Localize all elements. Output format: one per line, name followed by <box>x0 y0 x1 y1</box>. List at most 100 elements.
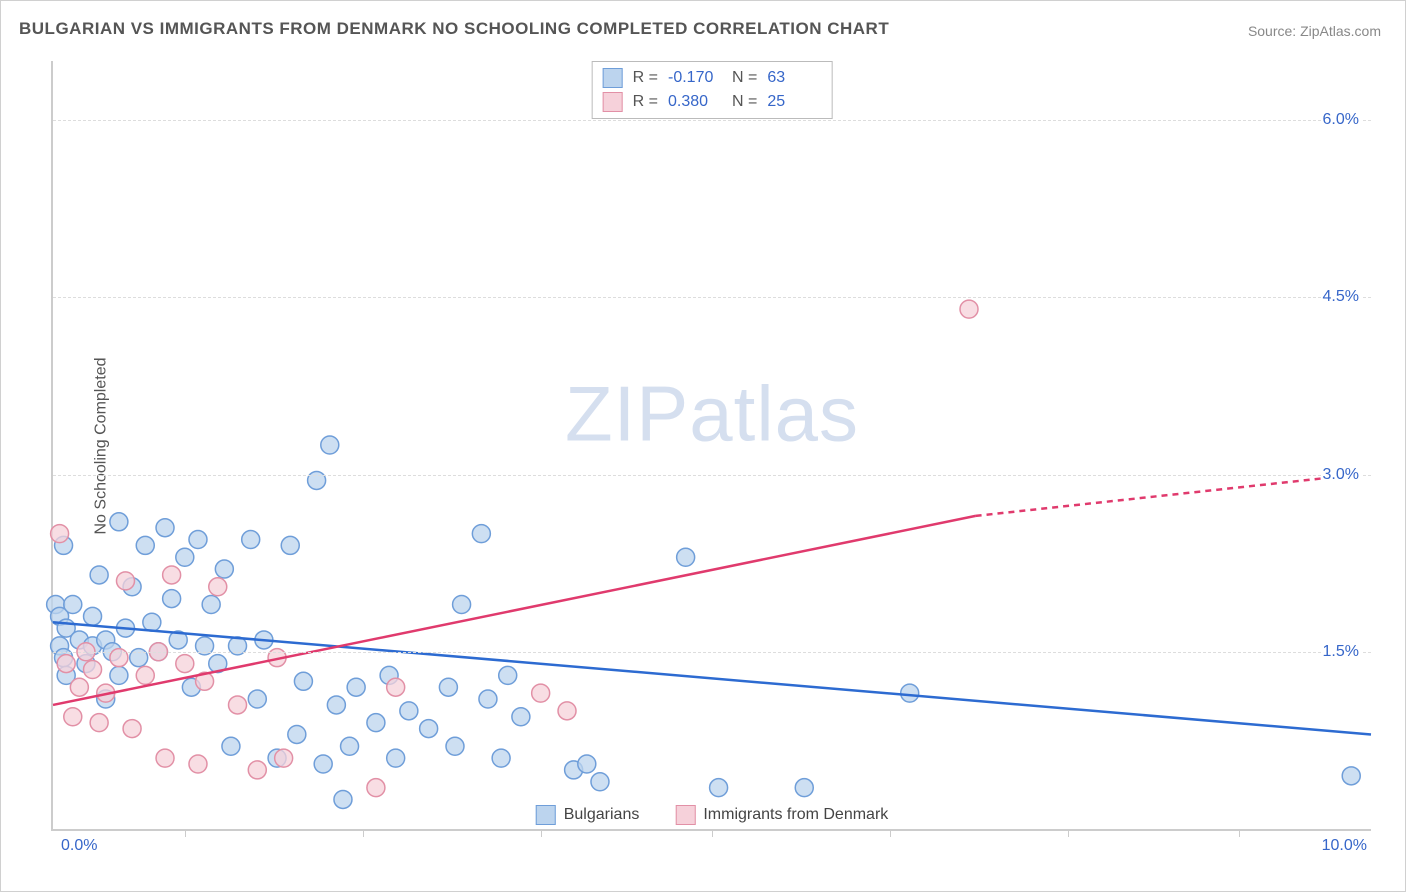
scatter-point <box>90 714 108 732</box>
scatter-point <box>156 749 174 767</box>
gridline <box>53 297 1371 298</box>
scatter-point <box>202 596 220 614</box>
scatter-point <box>189 531 207 549</box>
scatter-point <box>327 696 345 714</box>
regression-line <box>976 475 1358 516</box>
scatter-point <box>84 660 102 678</box>
scatter-point <box>64 708 82 726</box>
scatter-svg <box>53 61 1371 829</box>
scatter-point <box>901 684 919 702</box>
x-tick-mark <box>712 829 713 837</box>
swatch-series-b <box>603 92 623 112</box>
y-tick-label: 3.0% <box>1321 466 1361 484</box>
n-value-a: 63 <box>767 69 821 87</box>
chart-container: BULGARIAN VS IMMIGRANTS FROM DENMARK NO … <box>0 0 1406 892</box>
scatter-point <box>248 761 266 779</box>
scatter-point <box>215 560 233 578</box>
scatter-point <box>439 678 457 696</box>
plot-area: ZIPatlas R = -0.170 N = 63 R = 0.380 N =… <box>51 61 1371 831</box>
bottom-legend: Bulgarians Immigrants from Denmark <box>536 805 889 825</box>
scatter-point <box>57 655 75 673</box>
scatter-point <box>123 720 141 738</box>
x-tick-label-left: 0.0% <box>61 837 97 855</box>
scatter-point <box>70 678 88 696</box>
scatter-point <box>367 714 385 732</box>
scatter-point <box>242 531 260 549</box>
gridline <box>53 120 1371 121</box>
scatter-point <box>446 737 464 755</box>
scatter-point <box>189 755 207 773</box>
r-value-b: 0.380 <box>668 93 722 111</box>
scatter-point <box>558 702 576 720</box>
x-tick-mark <box>541 829 542 837</box>
scatter-point <box>275 749 293 767</box>
scatter-point <box>51 525 69 543</box>
gridline <box>53 652 1371 653</box>
legend-label-b: Immigrants from Denmark <box>703 806 888 824</box>
scatter-point <box>479 690 497 708</box>
scatter-point <box>314 755 332 773</box>
regression-line <box>53 622 1371 734</box>
scatter-point <box>453 596 471 614</box>
swatch-series-b <box>675 805 695 825</box>
y-tick-label: 4.5% <box>1321 288 1361 306</box>
scatter-point <box>387 749 405 767</box>
stat-legend: R = -0.170 N = 63 R = 0.380 N = 25 <box>592 61 833 119</box>
x-tick-label-right: 10.0% <box>1322 837 1367 855</box>
scatter-point <box>156 519 174 537</box>
scatter-point <box>136 536 154 554</box>
scatter-point <box>334 790 352 808</box>
scatter-point <box>512 708 530 726</box>
source-label: Source: ZipAtlas.com <box>1248 23 1381 39</box>
scatter-point <box>499 666 517 684</box>
scatter-point <box>209 578 227 596</box>
chart-title: BULGARIAN VS IMMIGRANTS FROM DENMARK NO … <box>19 19 889 39</box>
scatter-point <box>591 773 609 791</box>
y-tick-label: 1.5% <box>1321 643 1361 661</box>
scatter-point <box>110 513 128 531</box>
scatter-point <box>64 596 82 614</box>
scatter-point <box>420 720 438 738</box>
r-label: R = <box>633 93 658 111</box>
scatter-point <box>1342 767 1360 785</box>
legend-item-a: Bulgarians <box>536 805 640 825</box>
scatter-point <box>222 737 240 755</box>
x-tick-mark <box>890 829 891 837</box>
scatter-point <box>294 672 312 690</box>
x-tick-mark <box>1239 829 1240 837</box>
n-label: N = <box>732 93 757 111</box>
scatter-point <box>347 678 365 696</box>
x-tick-mark <box>185 829 186 837</box>
scatter-point <box>176 548 194 566</box>
scatter-point <box>143 613 161 631</box>
scatter-point <box>116 572 134 590</box>
scatter-point <box>960 300 978 318</box>
scatter-point <box>492 749 510 767</box>
scatter-point <box>321 436 339 454</box>
scatter-point <box>176 655 194 673</box>
scatter-point <box>288 725 306 743</box>
n-label: N = <box>732 69 757 87</box>
stat-row-series-b: R = 0.380 N = 25 <box>603 90 822 114</box>
scatter-point <box>229 696 247 714</box>
swatch-series-a <box>603 68 623 88</box>
scatter-point <box>578 755 596 773</box>
gridline <box>53 475 1371 476</box>
x-tick-mark <box>1068 829 1069 837</box>
scatter-point <box>795 779 813 797</box>
swatch-series-a <box>536 805 556 825</box>
legend-label-a: Bulgarians <box>564 806 640 824</box>
scatter-point <box>367 779 385 797</box>
scatter-point <box>136 666 154 684</box>
scatter-point <box>281 536 299 554</box>
stat-row-series-a: R = -0.170 N = 63 <box>603 66 822 90</box>
scatter-point <box>90 566 108 584</box>
scatter-point <box>677 548 695 566</box>
scatter-point <box>710 779 728 797</box>
scatter-point <box>84 607 102 625</box>
scatter-point <box>163 590 181 608</box>
y-tick-label: 6.0% <box>1321 111 1361 129</box>
scatter-point <box>341 737 359 755</box>
scatter-point <box>110 666 128 684</box>
r-value-a: -0.170 <box>668 69 722 87</box>
